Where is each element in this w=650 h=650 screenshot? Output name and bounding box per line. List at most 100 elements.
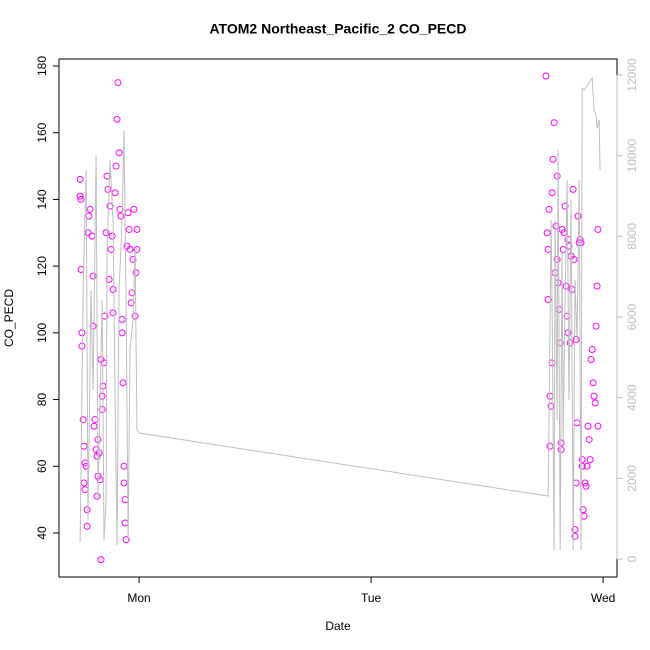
data-point (579, 506, 587, 514)
data-point (76, 175, 84, 183)
data-point (546, 442, 554, 450)
chart-title: ATOM2 Northeast_Pacific_2 CO_PECD (209, 21, 466, 37)
data-point (93, 492, 101, 500)
y2-tick-label: 2000 (625, 465, 639, 492)
data-point (593, 282, 601, 290)
data-point (133, 245, 141, 253)
data-point (592, 322, 600, 330)
data-point (77, 195, 85, 203)
data-point (109, 285, 117, 293)
data-point (566, 339, 574, 347)
data-point (102, 229, 110, 237)
y-axis-label: CO_PECD (2, 289, 16, 347)
data-point (121, 519, 129, 527)
data-point (107, 245, 115, 253)
data-point (580, 512, 588, 520)
data-point (124, 209, 132, 217)
data-point (115, 149, 123, 157)
data-point (553, 172, 561, 180)
data-point (117, 212, 125, 220)
data-point (127, 299, 135, 307)
data-point (553, 255, 561, 263)
data-point (552, 222, 560, 230)
data-point (98, 406, 106, 414)
data-point (584, 422, 592, 430)
y-tick-label: 100 (35, 323, 49, 343)
data-point (80, 442, 88, 450)
data-point (106, 202, 114, 210)
data-point (83, 506, 91, 514)
y-tick-label: 120 (35, 256, 49, 276)
plot-frame (58, 58, 618, 578)
data-point (103, 172, 111, 180)
data-point (112, 162, 120, 170)
altitude-line (79, 76, 601, 551)
data-point (571, 526, 579, 534)
data-point (576, 235, 584, 243)
data-point (81, 486, 89, 494)
data-point (84, 229, 92, 237)
data-point (582, 482, 590, 490)
data-point (89, 272, 97, 280)
data-point (542, 72, 550, 80)
data-point (133, 225, 141, 233)
data-point (86, 205, 94, 213)
data-point (585, 436, 593, 444)
x-tick-label: Mon (127, 591, 150, 605)
data-point (591, 399, 599, 407)
data-point (548, 189, 556, 197)
data-point (544, 245, 552, 253)
x-tick-label: Tue (361, 591, 382, 605)
data-point (587, 356, 595, 364)
y-tick-label: 160 (35, 122, 49, 142)
data-point (129, 255, 137, 263)
data-point (549, 155, 557, 163)
data-point (571, 532, 579, 540)
y2-tick-label: 0 (625, 555, 639, 562)
data-point (114, 79, 122, 87)
data-point (545, 205, 553, 213)
data-point (125, 225, 133, 233)
data-point (105, 275, 113, 283)
data-point (108, 232, 116, 240)
y-tick-label: 140 (35, 189, 49, 209)
data-point (118, 316, 126, 324)
data-point (121, 496, 129, 504)
data-point (79, 416, 87, 424)
data-point (131, 312, 139, 320)
data-point (119, 379, 127, 387)
data-point (132, 269, 140, 277)
data-point (120, 479, 128, 487)
data-point (588, 346, 596, 354)
data-point (120, 462, 128, 470)
data-point (573, 419, 581, 427)
data-point (562, 282, 570, 290)
data-point (594, 422, 602, 430)
y-tick-label: 80 (35, 393, 49, 407)
data-point (572, 336, 580, 344)
data-point (586, 456, 594, 464)
data-point (543, 229, 551, 237)
x-axis-label: Date (325, 619, 351, 633)
data-point (544, 295, 552, 303)
data-point (90, 422, 98, 430)
data-point (88, 232, 96, 240)
y2-tick-label: 8000 (625, 223, 639, 250)
data-point (574, 212, 582, 220)
data-point (98, 392, 106, 400)
y-tick-label: 60 (35, 459, 49, 473)
data-point (569, 185, 577, 193)
data-point (590, 392, 598, 400)
data-point (104, 185, 112, 193)
data-point (122, 536, 130, 544)
y-tick-label: 40 (35, 526, 49, 540)
y2-tick-label: 4000 (625, 384, 639, 411)
data-point (80, 479, 88, 487)
data-point (111, 189, 119, 197)
data-point (78, 329, 86, 337)
data-point (113, 115, 121, 123)
data-point (126, 245, 134, 253)
data-point (116, 205, 124, 213)
data-point (546, 392, 554, 400)
